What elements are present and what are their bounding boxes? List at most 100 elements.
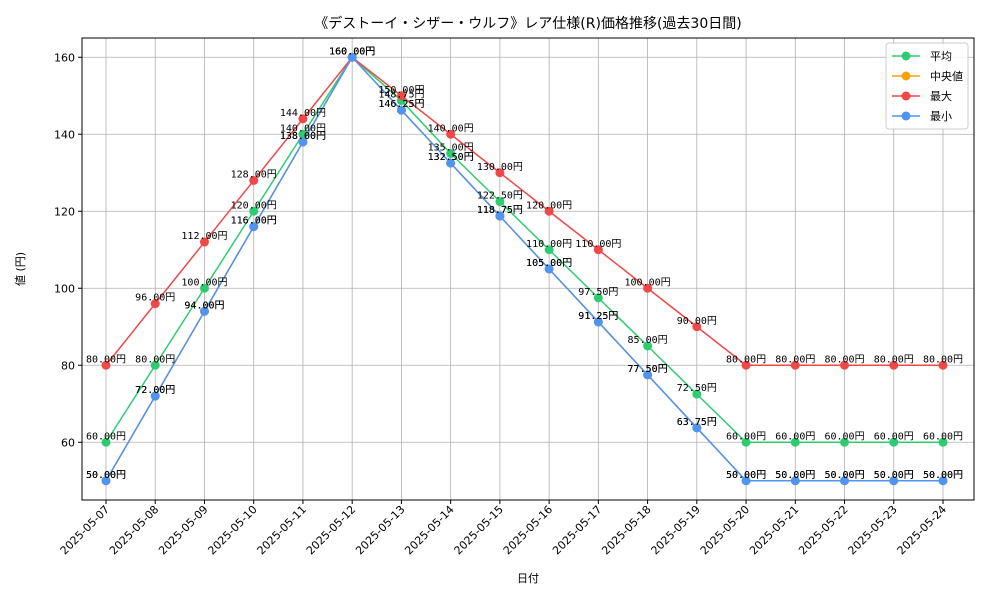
data-point bbox=[446, 149, 456, 158]
x-tick-label: 2025-05-23 bbox=[845, 503, 899, 557]
data-point bbox=[249, 206, 259, 216]
data-label: 138.00円 bbox=[280, 131, 326, 142]
x-tick-label: 2025-05-08 bbox=[107, 503, 161, 557]
data-label: 77.50円 bbox=[628, 364, 668, 375]
data-point bbox=[938, 476, 948, 486]
legend-box bbox=[885, 42, 969, 130]
data-label: 60.00円 bbox=[923, 431, 963, 442]
x-tick-label: 2025-05-09 bbox=[156, 503, 210, 557]
data-point bbox=[643, 341, 653, 351]
data-point bbox=[150, 391, 160, 401]
x-tick-label: 2025-05-10 bbox=[205, 503, 259, 557]
data-point bbox=[495, 168, 505, 178]
data-point bbox=[495, 211, 505, 221]
data-label: 110.00円 bbox=[575, 239, 621, 250]
data-label: 160.00円 bbox=[329, 46, 375, 57]
data-label: 138.00円 bbox=[280, 131, 326, 142]
data-point bbox=[643, 283, 653, 293]
data-label: 50.00円 bbox=[86, 470, 126, 481]
data-point bbox=[790, 476, 800, 486]
y-tick-label: 120 bbox=[54, 205, 75, 218]
data-label: 50.00円 bbox=[874, 470, 914, 481]
x-tick-label: 2025-05-17 bbox=[550, 503, 604, 557]
data-label: 60.00円 bbox=[726, 431, 766, 442]
data-label: 140.00円 bbox=[280, 123, 326, 134]
legend-label: 中央値 bbox=[930, 70, 963, 83]
data-point bbox=[298, 114, 308, 124]
data-label: 60.00円 bbox=[824, 431, 864, 442]
x-tick-label: 2025-05-12 bbox=[304, 503, 358, 557]
legend-marker bbox=[901, 51, 911, 61]
x-tick-label: 2025-05-15 bbox=[452, 503, 506, 557]
data-label: 72.50円 bbox=[677, 383, 717, 394]
legend-label: 平均 bbox=[930, 50, 952, 63]
x-axis-label: 日付 bbox=[517, 572, 539, 585]
data-label: 148.75円 bbox=[378, 90, 424, 101]
data-label: 91.25円 bbox=[578, 311, 618, 322]
x-tick-label: 2025-05-20 bbox=[698, 503, 752, 557]
data-label: 60.00円 bbox=[874, 431, 914, 442]
data-label: 105.00円 bbox=[526, 258, 572, 269]
data-point bbox=[249, 175, 259, 185]
data-label: 160.00円 bbox=[329, 46, 375, 57]
data-label: 80.00円 bbox=[775, 354, 815, 365]
data-label: 50.00円 bbox=[86, 470, 126, 481]
data-point bbox=[889, 437, 899, 447]
data-label: 128.00円 bbox=[231, 169, 277, 180]
data-point bbox=[790, 437, 800, 447]
data-label: 60.00円 bbox=[86, 431, 126, 442]
data-point bbox=[938, 437, 948, 447]
data-point bbox=[199, 237, 209, 247]
x-tick-label: 2025-05-14 bbox=[402, 503, 456, 557]
series-line bbox=[105, 55, 943, 482]
chart-title: 《デストーイ・シザー・ウルフ》レア仕様(R)価格推移(過去30日間) bbox=[314, 15, 741, 32]
y-tick-label: 160 bbox=[54, 51, 75, 64]
data-label: 50.00円 bbox=[775, 470, 815, 481]
y-tick-label: 100 bbox=[54, 282, 75, 295]
data-label: 50.00円 bbox=[775, 470, 815, 481]
data-point bbox=[889, 360, 899, 370]
data-label: 50.00円 bbox=[923, 470, 963, 481]
legend-marker bbox=[901, 71, 911, 81]
data-point bbox=[249, 222, 259, 232]
data-label: 118.75円 bbox=[477, 205, 523, 216]
data-label: 140.00円 bbox=[428, 123, 474, 134]
y-tick-label: 80 bbox=[61, 359, 75, 372]
data-label: 130.00円 bbox=[477, 162, 523, 173]
y-axis-ticks: 60 80 100 120 140 160 bbox=[54, 51, 82, 449]
data-label: 146.25円 bbox=[378, 99, 424, 110]
data-point bbox=[298, 129, 308, 139]
data-point bbox=[938, 360, 948, 370]
data-label: 144.00円 bbox=[280, 108, 326, 119]
data-point bbox=[101, 476, 111, 486]
x-tick-label: 2025-05-07 bbox=[58, 503, 112, 557]
data-label: 72.00円 bbox=[135, 385, 175, 396]
data-label: 100.00円 bbox=[181, 277, 227, 288]
data-label: 116.00円 bbox=[231, 216, 277, 227]
y-axis-label: 値 (円) bbox=[14, 252, 27, 286]
x-tick-label: 2025-05-13 bbox=[353, 503, 407, 557]
x-tick-label: 2025-05-16 bbox=[501, 503, 555, 557]
x-axis-ticks: 2025-05-072025-05-082025-05-092025-05-10… bbox=[58, 500, 949, 557]
data-point bbox=[741, 437, 751, 447]
data-point bbox=[446, 129, 456, 139]
data-label: 120.00円 bbox=[526, 200, 572, 211]
data-label: 80.00円 bbox=[135, 354, 175, 365]
data-label: 132.50円 bbox=[428, 152, 474, 163]
data-point bbox=[643, 370, 653, 380]
data-label: 63.75円 bbox=[677, 417, 717, 428]
data-label: 122.50円 bbox=[477, 191, 523, 202]
x-tick-label: 2025-05-22 bbox=[796, 503, 850, 557]
data-point bbox=[840, 437, 850, 447]
data-label: 94.00円 bbox=[184, 300, 224, 311]
data-point bbox=[544, 245, 554, 255]
data-label: 105.00円 bbox=[526, 258, 572, 269]
data-label: 146.25円 bbox=[378, 99, 424, 110]
data-label: 160.00円 bbox=[329, 46, 375, 57]
data-label: 120.00円 bbox=[231, 200, 277, 211]
data-label: 80.00円 bbox=[824, 354, 864, 365]
data-label: 160.00円 bbox=[329, 46, 375, 57]
data-point bbox=[347, 52, 357, 62]
data-label: 80.00円 bbox=[874, 354, 914, 365]
